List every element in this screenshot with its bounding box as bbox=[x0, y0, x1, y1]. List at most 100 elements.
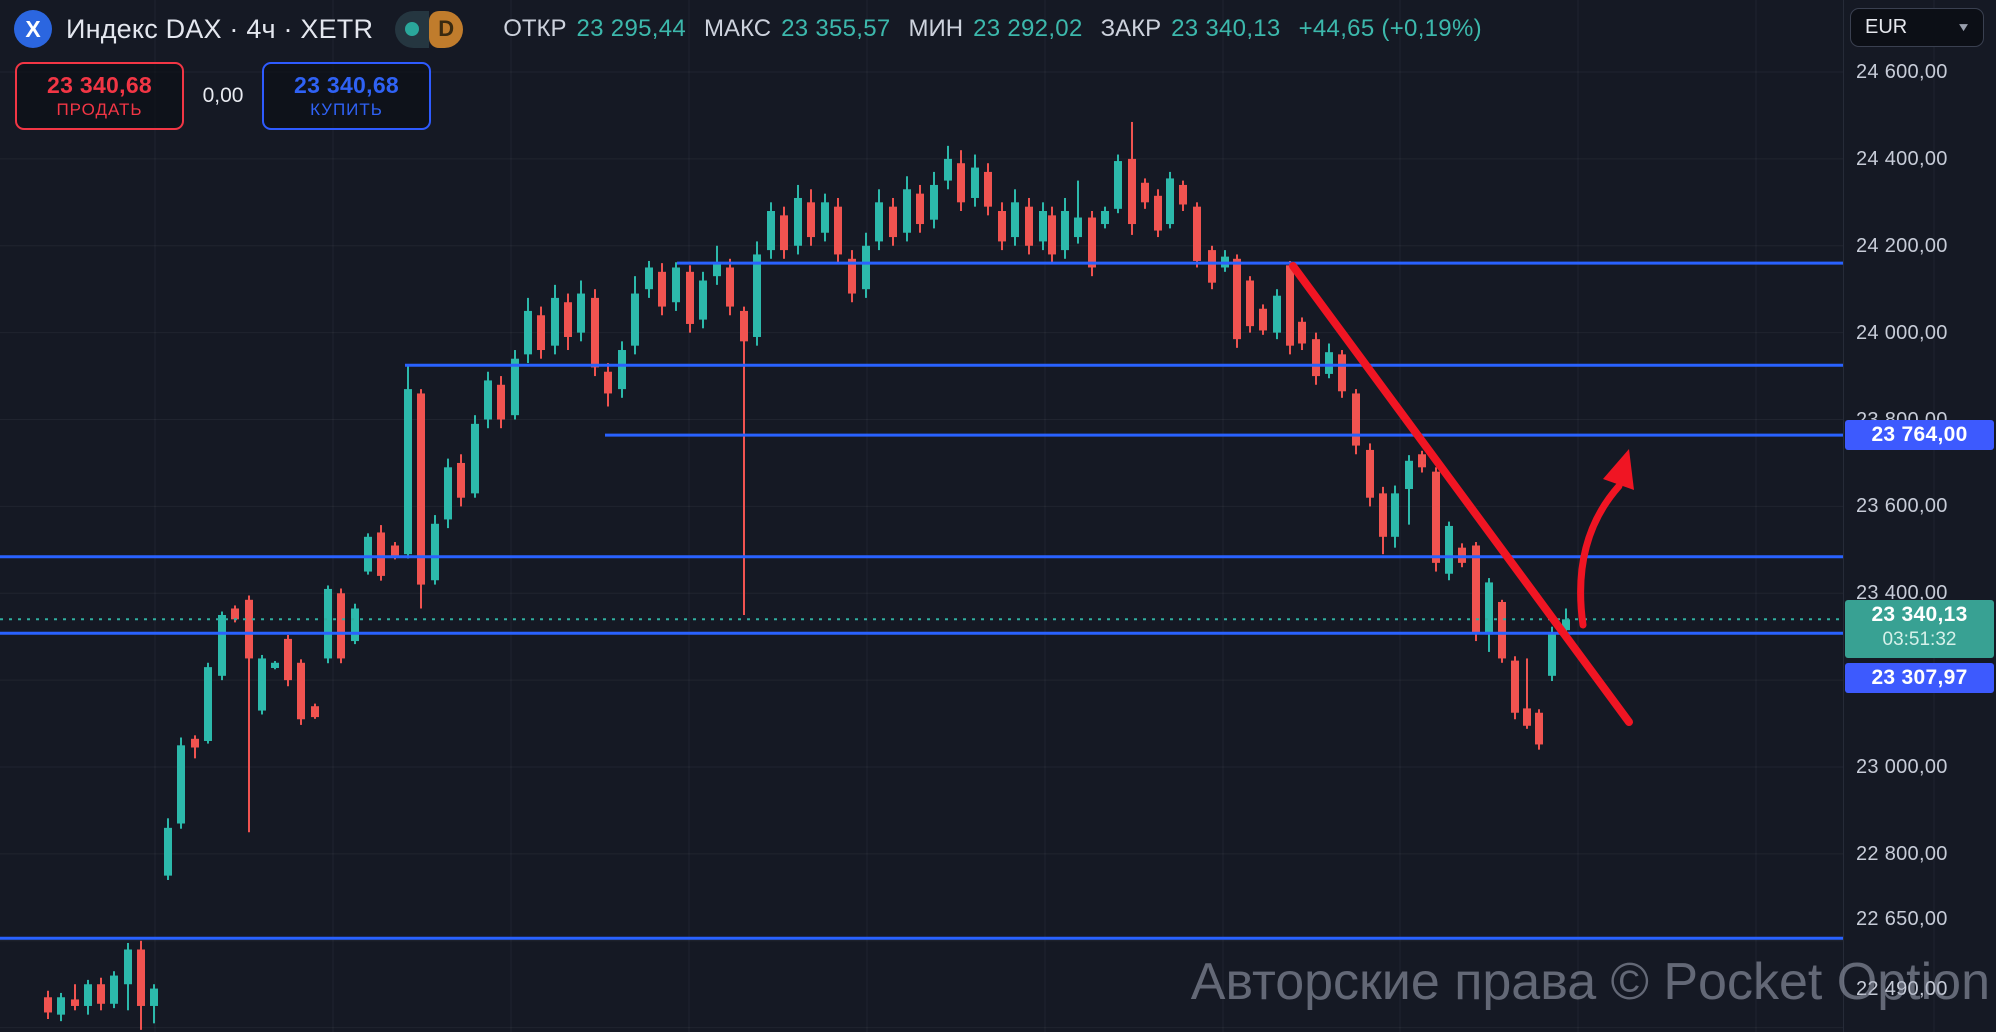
ohlc-label: МИН bbox=[908, 15, 964, 42]
trade-panel: 23 340,68 ПРОДАТЬ 0,00 23 340,68 КУПИТЬ bbox=[15, 62, 431, 130]
candle-body bbox=[1405, 460, 1413, 490]
grid-lines bbox=[0, 0, 1935, 1032]
candle-body bbox=[1366, 449, 1374, 498]
candle-body bbox=[497, 384, 505, 420]
candle-body bbox=[404, 389, 412, 555]
ohlc-label: ЗАКР bbox=[1100, 15, 1162, 42]
candle-body bbox=[457, 462, 465, 498]
currency-selector[interactable]: EUR ▼ bbox=[1850, 8, 1984, 47]
candle-body bbox=[1391, 493, 1399, 537]
ohlc-label: МАКС bbox=[704, 15, 772, 42]
candle-body bbox=[284, 638, 292, 681]
candle-body bbox=[351, 608, 359, 642]
candle-body bbox=[1535, 712, 1543, 745]
candle-body bbox=[84, 984, 92, 1006]
candle-body bbox=[1562, 619, 1570, 631]
ohlc-row: ОТКР 23 295,44 МАКС 23 355,57 МИН 23 292,02 ЗА… bbox=[503, 15, 1482, 43]
candle-body bbox=[124, 949, 132, 985]
candle-body bbox=[794, 197, 802, 246]
price-tick: 24 000,00 bbox=[1856, 321, 1948, 344]
reversal-arrow-shaft[interactable] bbox=[1577, 482, 1623, 629]
price-tick: 22 490,00 bbox=[1856, 977, 1948, 1000]
candle-body bbox=[564, 302, 572, 337]
candle-body bbox=[875, 202, 883, 242]
candle-body bbox=[834, 206, 842, 255]
symbol-title[interactable]: Индекс DAX · 4ч · XETR bbox=[66, 13, 374, 44]
price-tick: 24 600,00 bbox=[1856, 61, 1948, 83]
demo-segment[interactable]: D bbox=[429, 10, 464, 48]
candle-body bbox=[658, 271, 666, 307]
buy-button[interactable]: 23 340,68 КУПИТЬ bbox=[262, 62, 431, 130]
candle-body bbox=[377, 532, 385, 576]
candle-body bbox=[944, 158, 952, 181]
sell-price: 23 340,68 bbox=[46, 72, 153, 98]
ohlc-value: 23 340,13 bbox=[1171, 15, 1281, 42]
candle-body bbox=[740, 310, 748, 342]
candle-body bbox=[245, 599, 253, 659]
candle-body bbox=[1088, 217, 1096, 268]
candle-body bbox=[1485, 582, 1493, 635]
currency-value: EUR bbox=[1865, 16, 1908, 38]
candle-body bbox=[177, 745, 185, 824]
candle-body bbox=[821, 202, 829, 233]
candle-body bbox=[431, 523, 439, 581]
ohlc-value: 23 295,44 bbox=[576, 15, 687, 42]
candle-body bbox=[984, 171, 992, 207]
candle-body bbox=[1061, 211, 1069, 251]
candle-body bbox=[807, 202, 815, 238]
downtrend-line[interactable] bbox=[1289, 262, 1633, 726]
candle-body bbox=[726, 267, 734, 307]
candle-body bbox=[577, 293, 585, 333]
price-tick: 22 650,00 bbox=[1856, 908, 1948, 931]
candle-body bbox=[1114, 161, 1122, 209]
candle-body bbox=[218, 615, 226, 676]
candle-body bbox=[1193, 206, 1201, 261]
candle-body bbox=[311, 706, 319, 718]
candle-body bbox=[686, 271, 694, 324]
candle-body bbox=[1511, 660, 1519, 713]
candle-body bbox=[1154, 195, 1162, 231]
candle-body bbox=[713, 263, 721, 277]
current-price-badge: 23 340,13 03:51:32 bbox=[1845, 600, 1994, 659]
candle-body bbox=[699, 280, 707, 320]
candle-body bbox=[645, 267, 653, 290]
candle-body bbox=[916, 193, 924, 225]
candle-body bbox=[231, 608, 239, 620]
candle-body bbox=[780, 215, 788, 251]
candle-body bbox=[524, 310, 532, 355]
candle-body bbox=[44, 997, 52, 1013]
candle-body bbox=[1273, 295, 1281, 333]
candle-body bbox=[1128, 158, 1136, 225]
candle-body bbox=[258, 658, 266, 711]
candle-body bbox=[137, 949, 145, 1006]
candle-body bbox=[591, 297, 599, 368]
candle-body bbox=[1166, 178, 1174, 225]
candle-body bbox=[767, 211, 775, 251]
candle-body bbox=[204, 667, 212, 741]
chart-header: X Индекс DAX · 4ч · XETR D ОТКР 23 295,44… bbox=[14, 10, 1482, 48]
symbol-icon[interactable]: X bbox=[14, 10, 52, 48]
candle-body bbox=[1074, 217, 1082, 238]
candle-body bbox=[1233, 258, 1241, 340]
candle-body bbox=[1548, 632, 1556, 676]
candle-body bbox=[71, 999, 79, 1006]
candle-body bbox=[1432, 471, 1440, 563]
candle-body bbox=[1298, 321, 1306, 344]
candle-body bbox=[1025, 206, 1033, 246]
candle-body bbox=[1379, 493, 1387, 537]
candle-body bbox=[271, 662, 279, 668]
live-dot-segment[interactable] bbox=[395, 10, 430, 48]
buy-label: КУПИТЬ bbox=[310, 100, 383, 119]
live-dot-icon bbox=[405, 22, 420, 36]
candle-body bbox=[1498, 601, 1506, 659]
candle-body bbox=[672, 267, 680, 303]
candle-body bbox=[391, 545, 399, 557]
candle-body bbox=[1458, 547, 1466, 563]
account-toggle[interactable]: D bbox=[395, 10, 464, 48]
candle-body bbox=[1523, 708, 1531, 726]
candle-body bbox=[1246, 280, 1254, 327]
sell-button[interactable]: 23 340,68 ПРОДАТЬ bbox=[15, 62, 184, 130]
